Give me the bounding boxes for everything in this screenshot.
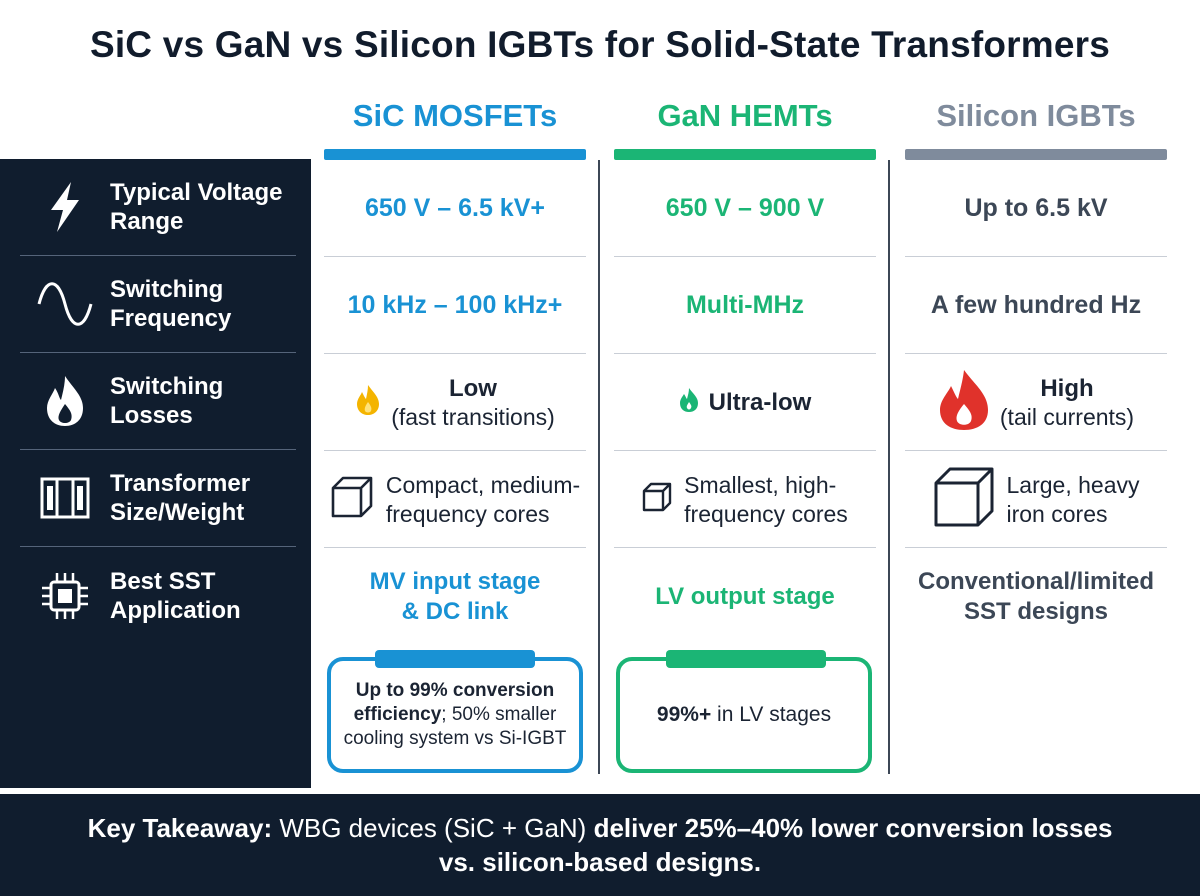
column-bar-gan	[614, 149, 876, 160]
cell-application-gan: LV output stage	[614, 548, 876, 645]
large-flame-icon	[938, 368, 990, 437]
row-label-application: Best SST Application	[20, 547, 296, 644]
size-text: Smallest, high- frequency cores	[684, 471, 848, 527]
column-bar-sic	[324, 149, 586, 160]
row-label-voltage: Typical Voltage Range	[20, 159, 296, 256]
loss-level: Ultra-low	[708, 389, 812, 416]
size-text: Compact, medium- frequency cores	[385, 471, 581, 527]
callout-tab-sic	[375, 650, 535, 668]
cell-frequency-si: A few hundred Hz	[905, 257, 1167, 354]
cell-frequency-gan: Multi-MHz	[614, 257, 876, 354]
cell-application-sic: MV input stage & DC link	[324, 548, 586, 645]
callout-sic-efficiency: Up to 99% conversion efficiency; 50% sma…	[327, 657, 583, 773]
row-label-text: Best SST Application	[110, 567, 241, 624]
column-divider	[888, 160, 890, 774]
cell-size-sic: Compact, medium- frequency cores	[324, 451, 586, 548]
takeaway-text: WBG devices (SiC + GaN)	[272, 813, 594, 843]
large-cube-icon	[933, 466, 995, 533]
voltage-value: 650 V – 900 V	[665, 194, 825, 222]
medium-cube-icon	[330, 475, 374, 524]
column-divider	[598, 160, 600, 774]
cell-voltage-gan: 650 V – 900 V	[614, 160, 876, 257]
callout-highlight: Up to 99% conversion efficiency	[353, 680, 555, 725]
frequency-value: A few hundred Hz	[930, 291, 1142, 319]
cell-voltage-sic: 650 V – 6.5 kV+	[324, 160, 586, 257]
loss-note: (tail currents)	[999, 404, 1135, 430]
column-header-si: Silicon IGBTs	[936, 98, 1136, 133]
voltage-value: 650 V – 6.5 kV+	[364, 194, 545, 222]
loss-level: High	[1040, 375, 1094, 402]
cell-voltage-si: Up to 6.5 kV	[905, 160, 1167, 257]
row-label-frequency: Switching Frequency	[20, 256, 296, 353]
takeaway-lead: Key Takeaway:	[87, 813, 273, 843]
row-label-text: Transformer Size/Weight	[110, 470, 251, 526]
page-title: SiC vs GaN vs Silicon IGBTs for Solid-St…	[89, 24, 1111, 65]
tiny-flame-icon	[679, 387, 699, 418]
frequency-value: Multi-MHz	[685, 291, 805, 319]
column-header-gan: GaN HEMTs	[657, 98, 833, 133]
small-flame-icon	[355, 384, 381, 421]
row-label-text: Typical Voltage Range	[110, 179, 283, 235]
cell-size-gan: Smallest, high- frequency cores	[614, 451, 876, 548]
cell-losses-gan: Ultra-low	[614, 354, 876, 451]
column-bar-si	[905, 149, 1167, 160]
voltage-value: Up to 6.5 kV	[964, 194, 1108, 222]
takeaway-highlight: deliver 25%–40% lower conversion losses …	[438, 813, 1113, 877]
cell-size-si: Large, heavy iron cores	[905, 451, 1167, 548]
frequency-value: 10 kHz – 100 kHz+	[347, 291, 563, 319]
key-takeaway-banner: Key Takeaway: WBG devices (SiC + GaN) de…	[0, 794, 1200, 896]
row-label-size: Transformer Size/Weight	[20, 450, 296, 547]
chip-icon	[20, 547, 110, 644]
application-text: Conventional/limited SST designs	[917, 567, 1154, 625]
transformer-core-icon	[20, 450, 110, 547]
application-text: MV input stage & DC link	[369, 567, 541, 625]
callout-gan-efficiency: 99%+ in LV stages	[616, 657, 872, 773]
application-text: LV output stage	[655, 582, 835, 610]
callout-text: in LV stages	[711, 703, 832, 726]
cell-losses-sic: Low (fast transitions)	[324, 354, 586, 451]
small-cube-icon	[642, 482, 672, 517]
loss-level: Low	[448, 375, 497, 402]
callout-highlight: 99%+	[656, 703, 712, 726]
callout-text: ; 50% smaller cooling system vs Si-IGBT	[343, 704, 567, 749]
callout-tab-gan	[666, 650, 826, 668]
row-label-losses: Switching Losses	[20, 353, 296, 450]
row-label-text: Switching Frequency	[110, 276, 232, 332]
flame-icon	[20, 353, 110, 450]
size-text: Large, heavy iron cores	[1006, 471, 1140, 527]
loss-note: (fast transitions)	[391, 404, 555, 430]
cell-losses-si: High (tail currents)	[905, 354, 1167, 451]
cell-frequency-sic: 10 kHz – 100 kHz+	[324, 257, 586, 354]
row-label-sidebar: Typical Voltage Range Switching Frequenc…	[0, 159, 311, 788]
cell-application-si: Conventional/limited SST designs	[905, 548, 1167, 645]
lightning-icon	[20, 159, 110, 256]
sine-wave-icon	[20, 256, 110, 353]
column-header-sic: SiC MOSFETs	[352, 98, 558, 133]
row-label-text: Switching Losses	[110, 373, 224, 429]
